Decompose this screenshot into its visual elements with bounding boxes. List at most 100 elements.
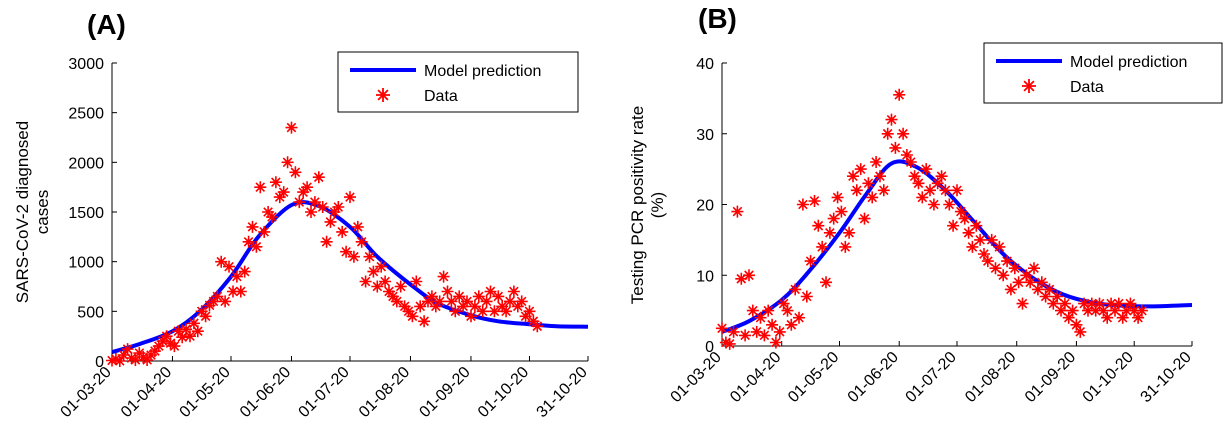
data-point — [1109, 304, 1121, 317]
x-tick-label: 31-10-20 — [534, 364, 591, 421]
data-point — [920, 163, 933, 176]
data-point — [531, 320, 544, 333]
data-point — [1124, 297, 1137, 310]
data-point — [418, 315, 431, 328]
y-axis-label-line2: (%) — [648, 192, 667, 218]
data-point — [750, 325, 763, 338]
data-point — [187, 317, 200, 330]
data-point — [1105, 297, 1118, 310]
data-point — [1055, 304, 1067, 317]
data-point — [394, 280, 407, 293]
data-point — [141, 354, 154, 366]
data-point — [461, 295, 473, 308]
legend-label-data: Data — [424, 88, 458, 105]
data-point — [425, 290, 438, 303]
data-point — [230, 270, 243, 283]
data-point — [468, 300, 481, 313]
x-tick-label: 01-04-20 — [118, 364, 175, 421]
panel-label: (B) — [698, 3, 737, 34]
data-point — [266, 211, 278, 223]
data-point — [739, 329, 752, 342]
data-point — [989, 262, 1002, 275]
data-point — [273, 191, 286, 204]
data-point — [355, 235, 368, 248]
model-prediction-line — [111, 200, 589, 354]
data-point — [831, 191, 844, 204]
legend: Model prediction Data — [983, 42, 1223, 104]
data-point — [1004, 283, 1017, 296]
y-axis-label-line1: SARS-CoV-2 diagnosed — [13, 121, 32, 303]
data-point — [433, 295, 446, 308]
data-point — [843, 226, 856, 239]
data-point — [1093, 297, 1106, 310]
data-point — [904, 156, 917, 168]
data-point — [1039, 290, 1052, 303]
data-point — [504, 295, 516, 308]
data-point — [881, 127, 894, 140]
data-point — [762, 304, 775, 317]
y-tick-label: 20 — [696, 198, 714, 215]
data-point — [758, 329, 771, 342]
data-point — [870, 156, 883, 168]
data-point — [219, 295, 232, 308]
data-point — [962, 226, 975, 239]
panel-label: (A) — [87, 9, 126, 40]
data-point — [927, 198, 940, 211]
y-tick-label: 40 — [696, 56, 714, 73]
data-point — [351, 220, 364, 233]
y-tick-label: 1500 — [68, 205, 104, 222]
data-point — [488, 305, 501, 318]
data-point — [1074, 325, 1087, 338]
data-point — [301, 181, 314, 194]
data-point — [943, 198, 956, 211]
data-point — [889, 141, 902, 154]
data-point — [109, 353, 122, 365]
y-tick-label: 10 — [696, 268, 714, 285]
data-point — [1008, 262, 1021, 275]
data-point — [754, 311, 767, 324]
data-point — [316, 201, 329, 213]
data-point — [305, 206, 317, 218]
data-point — [172, 325, 185, 338]
data-point — [379, 275, 392, 288]
data-point — [476, 305, 489, 318]
data-point — [997, 269, 1010, 282]
data-point — [939, 184, 952, 197]
data-point — [954, 205, 967, 218]
data-point — [766, 318, 779, 331]
data-point — [1120, 304, 1133, 317]
data-point — [246, 220, 259, 233]
data-point — [804, 255, 817, 268]
data-point — [422, 295, 434, 308]
data-point — [336, 225, 349, 238]
data-point — [931, 177, 944, 190]
data-point — [1020, 269, 1033, 282]
data-point — [746, 304, 759, 317]
data-point — [258, 225, 271, 238]
data-point — [254, 181, 267, 194]
data-point — [1024, 276, 1037, 289]
data-point — [414, 300, 427, 313]
data-point — [359, 275, 372, 288]
x-tick-label: 01-10-20 — [475, 364, 532, 421]
data-point — [1001, 255, 1014, 268]
data-point — [199, 310, 212, 323]
y-tick-label: 30 — [696, 127, 714, 144]
data-point — [383, 285, 395, 298]
data-point — [1051, 290, 1064, 303]
data-point — [437, 270, 450, 283]
legend-star-swatch — [1022, 79, 1036, 93]
data-point — [347, 250, 360, 263]
data-point — [727, 325, 740, 338]
data-point — [129, 354, 142, 366]
data-point — [106, 354, 118, 367]
data-point — [1043, 283, 1056, 296]
data-point — [1078, 297, 1091, 310]
data-point — [238, 265, 251, 278]
data-point — [912, 177, 925, 190]
data-point — [1082, 304, 1094, 317]
data-point — [363, 250, 376, 263]
data-point — [719, 336, 732, 349]
data-point — [117, 349, 130, 361]
data-point — [398, 300, 411, 313]
